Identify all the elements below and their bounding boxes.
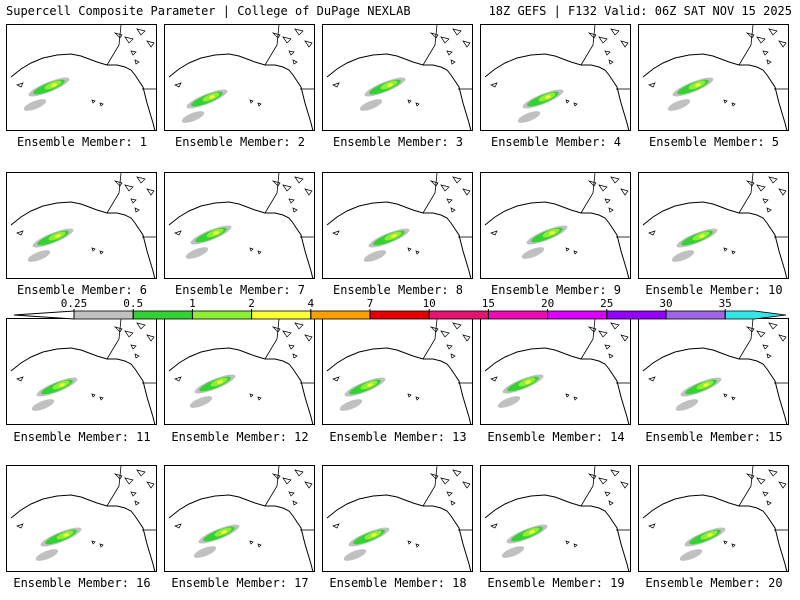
member-label: Ensemble Member: 2	[174, 135, 306, 149]
map-panel	[164, 465, 315, 572]
map-panel	[6, 318, 157, 425]
map-panel	[480, 318, 631, 425]
map-panel	[322, 318, 473, 425]
member-label: Ensemble Member: 1	[16, 135, 148, 149]
legend-tick-label: 30	[659, 297, 672, 310]
member-label: Ensemble Member: 16	[13, 576, 151, 590]
map-panel	[164, 172, 315, 279]
legend-tick-label: 10	[423, 297, 436, 310]
member-label: Ensemble Member: 10	[645, 283, 783, 297]
legend-swatch	[487, 310, 548, 320]
map-panel	[480, 172, 631, 279]
legend-tick-label: 1	[189, 297, 196, 310]
map-panel	[6, 172, 157, 279]
map-panel	[6, 465, 157, 572]
member-label: Ensemble Member: 13	[329, 430, 467, 444]
member-label: Ensemble Member: 18	[329, 576, 467, 590]
member-label: Ensemble Member: 3	[332, 135, 464, 149]
legend-swatch	[369, 310, 430, 320]
legend-swatch	[132, 310, 193, 320]
member-label: Ensemble Member: 17	[171, 576, 309, 590]
legend-swatch	[606, 310, 667, 320]
member-label: Ensemble Member: 15	[645, 430, 783, 444]
map-panel	[480, 465, 631, 572]
map-panel	[480, 24, 631, 131]
member-label: Ensemble Member: 8	[332, 283, 464, 297]
member-label: Ensemble Member: 4	[490, 135, 622, 149]
member-label: Ensemble Member: 11	[13, 430, 151, 444]
map-panel	[6, 24, 157, 131]
map-panel	[322, 172, 473, 279]
color-legend: 0.25 0.5 1 2 4 7 10 15 20 25 30 35	[13, 297, 787, 320]
legend-swatch	[428, 310, 489, 320]
legend-swatch	[665, 310, 726, 320]
legend-tick-label: 7	[367, 297, 374, 310]
member-label: Ensemble Member: 20	[645, 576, 783, 590]
member-label: Ensemble Member: 19	[487, 576, 625, 590]
legend-tick-label: 15	[482, 297, 495, 310]
legend-swatch	[547, 310, 608, 320]
map-panel	[322, 24, 473, 131]
map-panel	[164, 318, 315, 425]
legend-tick-label: 4	[307, 297, 314, 310]
map-panel	[638, 172, 789, 279]
legend-swatch	[191, 310, 252, 320]
legend-tick-label: 25	[600, 297, 613, 310]
map-panel	[638, 318, 789, 425]
map-panel	[638, 24, 789, 131]
member-label: Ensemble Member: 7	[174, 283, 306, 297]
map-panel	[164, 24, 315, 131]
legend-swatch	[73, 310, 134, 320]
map-panel	[322, 465, 473, 572]
legend-arrow-low	[13, 310, 75, 320]
member-label: Ensemble Member: 6	[16, 283, 148, 297]
legend-tick-label: 0.5	[123, 297, 143, 310]
member-label: Ensemble Member: 14	[487, 430, 625, 444]
map-panel	[638, 465, 789, 572]
legend-tick-label: 35	[719, 297, 732, 310]
member-label: Ensemble Member: 12	[171, 430, 309, 444]
member-label: Ensemble Member: 5	[648, 135, 780, 149]
legend-tick-label: 2	[248, 297, 255, 310]
legend-tick-label: 20	[541, 297, 554, 310]
legend-tick-label: 0.25	[61, 297, 88, 310]
page-title: Supercell Composite Parameter | College …	[6, 4, 411, 18]
legend-swatch	[251, 310, 312, 320]
member-label: Ensemble Member: 9	[490, 283, 622, 297]
model-run-info: 18Z GEFS | F132 Valid: 06Z SAT NOV 15 20…	[488, 4, 792, 18]
legend-swatch	[724, 310, 787, 320]
legend-swatch	[310, 310, 371, 320]
